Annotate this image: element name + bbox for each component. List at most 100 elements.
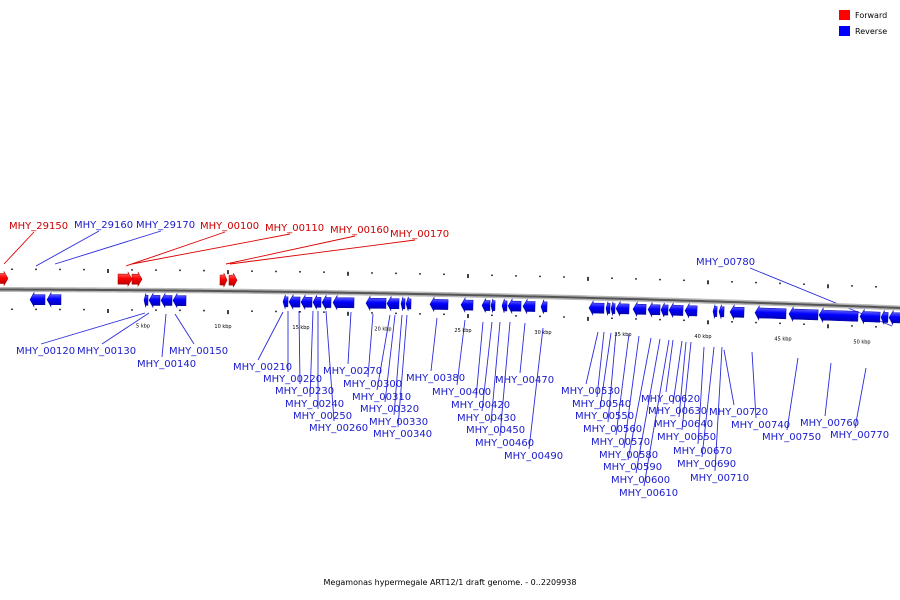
reverse-gene-arrow	[386, 295, 400, 312]
gene-label: MHY_00210	[233, 362, 292, 373]
reverse-gene-arrow	[888, 309, 900, 326]
label-leader-line	[697, 346, 705, 445]
label-leader-line	[714, 346, 723, 472]
label-leader-line	[519, 322, 526, 374]
scale-label: 40 kbp	[694, 334, 711, 340]
legend-forward-label: Forward	[855, 11, 887, 20]
gene-label: MHY_00550	[575, 411, 634, 422]
gene-label: MHY_00160	[330, 225, 389, 236]
reverse-gene-arrow	[490, 298, 496, 313]
gene-label: MHY_00270	[323, 366, 382, 377]
label-leader-line	[615, 333, 630, 436]
gene-label: MHY_00100	[200, 221, 259, 232]
gene-label: MHY_00650	[657, 432, 716, 443]
reverse-gene-arrow	[46, 291, 62, 308]
reverse-gene-arrow	[321, 294, 332, 311]
scale-label: 50 kbp	[853, 340, 870, 346]
label-leader-line	[40, 312, 146, 345]
gene-label: MHY_00170	[390, 229, 449, 240]
label-leader-line	[347, 311, 352, 365]
reverse-gene-arrow	[429, 296, 449, 313]
gene-label: MHY_00220	[263, 374, 322, 385]
reverse-gene-arrow	[729, 304, 745, 321]
label-leader-line	[101, 312, 150, 345]
gene-label: MHY_00430	[457, 413, 516, 424]
reverse-gene-arrow	[29, 291, 46, 308]
reverse-gene-arrow	[332, 294, 355, 311]
gene-label: MHY_00420	[451, 400, 510, 411]
label-leader-line	[751, 351, 757, 419]
label-leader-line	[665, 339, 674, 393]
reverse-gene-arrow	[143, 293, 149, 308]
label-leader-line	[3, 231, 35, 265]
label-leader-line	[225, 235, 356, 265]
gene-label: MHY_00710	[690, 473, 749, 484]
gene-label: MHY_00690	[677, 459, 736, 470]
reverse-gene-arrow	[312, 295, 322, 310]
gene-label: MHY_00490	[504, 451, 563, 462]
gene-label: MHY_00740	[731, 420, 790, 431]
gene-label: MHY_00310	[352, 392, 411, 403]
gene-label: MHY_29160	[74, 220, 133, 231]
gene-label: MHY_00600	[611, 475, 670, 486]
reverse-gene-arrow	[588, 300, 605, 316]
label-leader-line	[723, 349, 735, 406]
gene-label: MHY_00570	[591, 437, 650, 448]
reverse-gene-arrow	[507, 298, 522, 314]
gene-label: MHY_00590	[603, 462, 662, 473]
legend-reverse-label: Reverse	[855, 27, 887, 36]
gene-label: MHY_00470	[495, 375, 554, 386]
label-leader-line	[309, 310, 314, 398]
scale-label: 25 kbp	[454, 328, 471, 334]
label-leader-line	[131, 233, 291, 265]
label-leader-line	[596, 331, 605, 398]
label-leader-line	[854, 367, 867, 429]
reverse-gene-arrow	[172, 292, 187, 309]
label-leader-line	[257, 311, 284, 361]
reverse-gene-arrow	[788, 306, 819, 323]
gene-label: MHY_00400	[432, 387, 491, 398]
label-leader-line	[681, 341, 692, 431]
scale-label: 30 kbp	[534, 330, 551, 336]
gene-label: MHY_00230	[275, 386, 334, 397]
label-leader-line	[678, 341, 687, 418]
reverse-gene-arrow	[754, 304, 787, 321]
forward-gene-arrow	[131, 271, 143, 288]
genome-backbone	[0, 288, 900, 309]
gene-label: MHY_00750	[762, 432, 821, 443]
gene-label: MHY_00720	[709, 407, 768, 418]
label-leader-line	[499, 321, 511, 437]
scale-label: 5 kbp	[136, 323, 150, 329]
gene-label: MHY_00300	[343, 379, 402, 390]
gene-label: MHY_00620	[641, 394, 700, 405]
gene-label: MHY_00560	[583, 424, 642, 435]
label-leader-line	[298, 310, 301, 385]
gene-label: MHY_29170	[136, 220, 195, 231]
reverse-gene-arrow	[718, 304, 725, 319]
label-leader-line	[35, 230, 100, 267]
forward-gene-arrow	[0, 270, 9, 287]
gene-label: MHY_00450	[466, 425, 525, 436]
label-leader-line	[161, 313, 167, 358]
reverse-gene-arrow	[605, 301, 611, 316]
gene-label: MHY_00540	[572, 399, 631, 410]
forward-gene-arrow	[219, 272, 228, 288]
gene-label: MHY_00580	[599, 450, 658, 461]
gene-label: MHY_00340	[373, 429, 432, 440]
label-leader-line	[701, 346, 715, 458]
gene-label: MHY_00260	[309, 423, 368, 434]
label-leader-line	[627, 337, 652, 461]
label-leader-line	[490, 321, 501, 424]
scale-label: 20 kbp	[374, 326, 391, 332]
gene-label: MHY_00780	[696, 257, 755, 268]
reverse-gene-arrow	[615, 300, 630, 317]
label-leader-line	[376, 314, 391, 391]
gene-label: MHY_00670	[673, 446, 732, 457]
reverse-gene-arrow	[300, 294, 313, 311]
gene-label: MHY_00770	[830, 430, 889, 441]
gene-label: MHY_00760	[800, 418, 859, 429]
scale-label: 35 kbp	[614, 332, 631, 338]
reverse-gene-arrow	[880, 310, 889, 325]
gene-label: MHY_00330	[369, 417, 428, 428]
scale-label: 45 kbp	[774, 337, 791, 343]
